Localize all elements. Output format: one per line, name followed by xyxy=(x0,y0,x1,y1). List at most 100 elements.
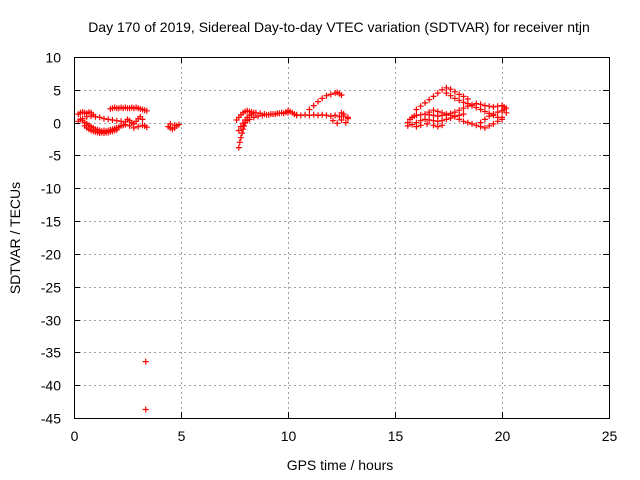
data-point-marker xyxy=(456,116,463,123)
data-point-marker xyxy=(486,103,493,110)
data-point-marker xyxy=(96,114,103,121)
data-point-marker xyxy=(464,100,471,107)
y-tick-label: -25 xyxy=(41,280,61,296)
data-point-marker xyxy=(439,109,446,116)
y-tick-label: -5 xyxy=(49,148,62,164)
data-point-marker xyxy=(113,117,120,124)
data-point-marker xyxy=(237,123,244,130)
data-point-marker xyxy=(261,111,268,118)
y-tick-label: -45 xyxy=(41,411,61,427)
data-point-marker xyxy=(319,95,326,102)
data-point-marker xyxy=(486,113,493,120)
data-point-marker xyxy=(473,122,480,129)
data-point-marker xyxy=(130,124,137,131)
x-tick-label: 5 xyxy=(178,428,186,444)
data-point-marker xyxy=(439,122,446,129)
data-point-marker xyxy=(417,103,424,110)
axis-ticks xyxy=(74,57,610,419)
y-tick-label: 5 xyxy=(53,83,61,99)
data-point-marker xyxy=(490,111,497,118)
data-point-marker xyxy=(323,112,330,119)
data-point-marker xyxy=(135,123,142,130)
data-point-marker xyxy=(139,116,146,123)
data-point-marker xyxy=(477,119,484,126)
data-point-marker xyxy=(236,139,243,146)
y-tick-label: -40 xyxy=(41,378,61,394)
data-point-marker xyxy=(306,106,313,113)
data-point-marker xyxy=(327,113,334,120)
data-point-marker xyxy=(171,122,178,129)
data-point-marker xyxy=(334,120,341,127)
x-tick-label: 15 xyxy=(388,428,404,444)
data-point-marker xyxy=(447,110,454,117)
data-point-marker xyxy=(426,96,433,103)
data-point-marker xyxy=(315,98,321,105)
data-point-marker xyxy=(143,107,150,114)
data-point-marker xyxy=(417,111,424,118)
data-point-marker xyxy=(460,118,467,125)
data-point-marker xyxy=(323,92,330,99)
data-point-marker xyxy=(338,92,345,99)
data-point-marker xyxy=(481,116,488,123)
data-point-marker xyxy=(434,108,441,115)
data-point-marker xyxy=(344,115,351,122)
y-tick-label: 10 xyxy=(45,50,61,66)
data-point-marker xyxy=(481,124,488,131)
data-point-marker xyxy=(499,114,505,121)
y-tick-label: -10 xyxy=(41,181,61,197)
data-point-marker xyxy=(443,116,450,123)
data-point-marker xyxy=(118,118,125,125)
data-point-marker xyxy=(460,105,467,112)
data-point-marker xyxy=(338,109,345,116)
data-point-marker xyxy=(265,111,272,118)
data-point-marker xyxy=(456,97,463,104)
data-point-marker xyxy=(329,117,336,124)
data-point-marker xyxy=(501,106,508,113)
data-point-marker xyxy=(460,93,467,100)
data-point-marker xyxy=(413,106,420,113)
data-point-marker xyxy=(257,110,264,117)
data-point-marker xyxy=(240,120,247,127)
data-point-marker xyxy=(248,109,255,116)
x-tick-label: 25 xyxy=(602,428,618,444)
data-point-marker xyxy=(456,91,463,98)
y-tick-label: -20 xyxy=(41,247,61,263)
data-point-marker xyxy=(477,106,484,113)
data-point-marker xyxy=(332,112,339,119)
data-point-marker xyxy=(142,406,149,413)
data-point-marker xyxy=(443,84,450,91)
data-point-marker xyxy=(426,109,433,116)
data-point-marker xyxy=(342,119,349,126)
data-point-marker xyxy=(101,115,107,122)
data-point-marker xyxy=(443,90,450,97)
data-point-marker xyxy=(443,111,450,118)
y-axis-title: SDTVAR / TECUs xyxy=(7,182,23,294)
data-point-marker xyxy=(278,109,285,116)
data-points xyxy=(75,84,510,413)
data-point-marker xyxy=(113,126,120,133)
x-tick-label: 20 xyxy=(495,428,511,444)
data-point-marker xyxy=(469,102,475,109)
data-point-marker xyxy=(456,107,463,114)
data-point-marker xyxy=(434,90,441,97)
data-point-marker xyxy=(460,99,467,106)
data-point-marker xyxy=(430,122,437,129)
data-point-marker xyxy=(451,95,458,102)
data-point-marker xyxy=(142,358,149,365)
data-point-marker xyxy=(327,91,334,98)
data-point-marker xyxy=(490,103,497,110)
data-point-marker xyxy=(486,122,493,129)
data-point-marker xyxy=(447,86,454,93)
data-point-marker xyxy=(235,127,242,134)
data-point-marker xyxy=(237,134,244,141)
x-axis-title: GPS time / hours xyxy=(287,457,394,473)
data-point-marker xyxy=(426,117,433,123)
data-point-marker xyxy=(430,93,437,100)
data-point-marker xyxy=(494,109,501,116)
x-tick-labels: 0 5 10 15 20 25 xyxy=(71,428,618,444)
x-tick-label: 10 xyxy=(281,428,297,444)
data-point-marker xyxy=(490,120,497,127)
data-point-marker xyxy=(167,120,174,127)
